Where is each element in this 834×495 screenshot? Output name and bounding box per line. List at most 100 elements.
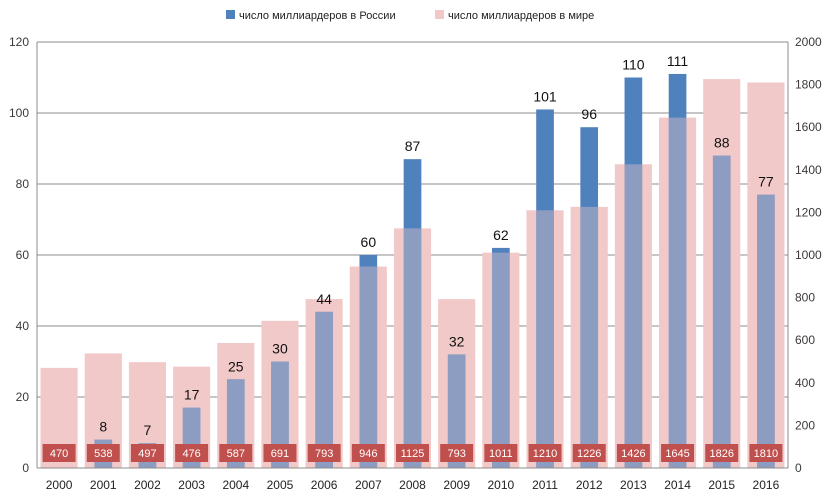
world-data-label: 1826 bbox=[709, 448, 733, 460]
x-category-label: 2004 bbox=[222, 478, 249, 492]
russia-data-label: 44 bbox=[316, 291, 332, 307]
x-category-label: 2005 bbox=[267, 478, 294, 492]
russia-bar bbox=[271, 361, 289, 468]
world-data-label: 1226 bbox=[577, 448, 601, 460]
world-label-box bbox=[263, 444, 297, 462]
russia-data-label: 7 bbox=[144, 422, 152, 438]
world-label-box bbox=[528, 444, 562, 462]
russia-data-label: 110 bbox=[622, 57, 645, 73]
x-category-label: 2000 bbox=[46, 478, 73, 492]
russia-bar bbox=[668, 73, 687, 468]
world-label-box bbox=[86, 444, 120, 462]
russia-data-label: 25 bbox=[228, 358, 244, 374]
world-label-box bbox=[661, 444, 695, 462]
y-right-tick-label: 0 bbox=[795, 461, 802, 475]
tick-labels: 0204060801001200200400600800100012001400… bbox=[9, 35, 822, 492]
x-category-label: 2008 bbox=[399, 478, 426, 492]
x-category-label: 2009 bbox=[443, 478, 470, 492]
russia-data-label: 60 bbox=[361, 234, 377, 250]
x-category-label: 2014 bbox=[664, 478, 691, 492]
russia-bar bbox=[492, 247, 510, 468]
world-data-label: 793 bbox=[315, 448, 333, 460]
world-label-box bbox=[42, 444, 76, 462]
russia-bar-overlap bbox=[492, 252, 510, 468]
world-label-box bbox=[705, 444, 739, 462]
russia-bar bbox=[757, 194, 775, 468]
world-label-box bbox=[440, 444, 474, 462]
y-right-tick-label: 2000 bbox=[795, 35, 822, 49]
world-data-label: 1210 bbox=[533, 448, 557, 460]
russia-data-label: 88 bbox=[714, 135, 730, 151]
world-data-label: 476 bbox=[182, 448, 200, 460]
world-label-box bbox=[396, 444, 429, 462]
world-label-box bbox=[351, 444, 385, 462]
russia-bar bbox=[359, 255, 378, 468]
russia-bar-overlap bbox=[447, 354, 466, 468]
legend-swatch-russia bbox=[226, 10, 235, 19]
world-data-label: 946 bbox=[359, 448, 377, 460]
world-data-label: 538 bbox=[94, 448, 112, 460]
y-left-tick-label: 100 bbox=[9, 106, 29, 120]
russia-bar-overlap bbox=[315, 311, 333, 468]
world-data-label: 497 bbox=[138, 448, 156, 460]
russia-data-label: 8 bbox=[99, 419, 107, 435]
russia-data-label: 111 bbox=[667, 53, 688, 69]
russia-data-label: 77 bbox=[758, 174, 774, 190]
y-right-tick-label: 1000 bbox=[795, 248, 822, 262]
y-left-tick-label: 40 bbox=[16, 319, 30, 333]
world-label-box bbox=[219, 444, 253, 462]
world-data-label: 587 bbox=[227, 448, 245, 460]
y-right-tick-label: 400 bbox=[795, 376, 815, 390]
world-label-box bbox=[484, 444, 518, 462]
world-label-box bbox=[572, 444, 606, 462]
world-label-box bbox=[175, 444, 209, 462]
russia-bar-overlap bbox=[536, 210, 554, 468]
legend-swatch-world bbox=[435, 10, 444, 19]
x-category-label: 2012 bbox=[576, 478, 603, 492]
russia-bar bbox=[536, 109, 554, 468]
y-left-tick-label: 60 bbox=[16, 248, 30, 262]
russia-data-label: 101 bbox=[533, 88, 557, 104]
russia-bar-overlap bbox=[403, 228, 422, 468]
russia-data-label: 87 bbox=[405, 138, 421, 154]
y-left-tick-label: 120 bbox=[9, 35, 29, 49]
legend: число миллиардеров в России число миллиа… bbox=[226, 10, 594, 22]
russia-bar bbox=[315, 311, 333, 468]
y-right-tick-label: 1800 bbox=[795, 78, 822, 92]
world-data-label: 793 bbox=[447, 448, 465, 460]
data-labels: 0871725304460873262101961101118877470538… bbox=[42, 53, 783, 463]
x-category-label: 2013 bbox=[620, 478, 647, 492]
x-category-label: 2016 bbox=[753, 478, 780, 492]
x-category-label: 2015 bbox=[708, 478, 735, 492]
world-data-label: 1426 bbox=[621, 448, 645, 460]
x-category-label: 2011 bbox=[532, 478, 558, 492]
y-right-tick-label: 1200 bbox=[795, 205, 822, 219]
russia-data-label: 17 bbox=[184, 387, 200, 403]
x-category-label: 2010 bbox=[488, 478, 515, 492]
russia-bar-overlap bbox=[624, 164, 643, 468]
world-data-label: 1645 bbox=[665, 448, 689, 460]
legend-label-world: число миллиардеров в мире bbox=[448, 10, 594, 22]
russia-bar bbox=[447, 354, 466, 468]
y-left-tick-label: 20 bbox=[16, 390, 30, 404]
russia-data-label: 32 bbox=[449, 333, 465, 349]
russia-bar bbox=[580, 127, 599, 468]
russia-bar bbox=[403, 159, 422, 468]
x-category-label: 2001 bbox=[90, 478, 117, 492]
world-label-box bbox=[616, 444, 650, 462]
world-data-label: 470 bbox=[50, 448, 68, 460]
world-data-label: 1011 bbox=[489, 448, 513, 460]
legend-label-russia: число миллиардеров в России bbox=[239, 10, 396, 22]
y-left-tick-label: 0 bbox=[22, 461, 29, 475]
x-category-label: 2002 bbox=[134, 478, 161, 492]
x-category-label: 2007 bbox=[355, 478, 382, 492]
x-category-label: 2006 bbox=[311, 478, 338, 492]
russia-bar bbox=[712, 155, 731, 468]
russia-bar bbox=[624, 77, 643, 468]
world-data-label: 1810 bbox=[754, 448, 778, 460]
russia-bar-overlap bbox=[668, 117, 687, 469]
russia-bar-overlap bbox=[712, 155, 731, 468]
russia-data-label: 30 bbox=[272, 341, 288, 357]
y-right-tick-label: 200 bbox=[795, 418, 815, 432]
